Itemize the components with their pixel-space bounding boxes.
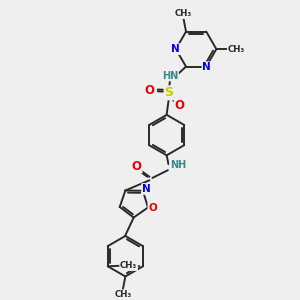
Text: O: O	[132, 160, 142, 172]
Text: N: N	[202, 62, 211, 72]
Text: CH₃: CH₃	[114, 290, 132, 299]
Text: N: N	[142, 184, 151, 194]
Text: O: O	[175, 99, 185, 112]
Text: N: N	[171, 44, 180, 54]
Text: NH: NH	[170, 160, 186, 170]
Text: S: S	[164, 86, 173, 99]
Text: O: O	[145, 84, 155, 97]
Text: CH₃: CH₃	[120, 261, 137, 270]
Text: HN: HN	[162, 70, 178, 81]
Text: CH₃: CH₃	[175, 9, 192, 18]
Text: CH₃: CH₃	[228, 45, 245, 54]
Text: O: O	[148, 203, 157, 213]
